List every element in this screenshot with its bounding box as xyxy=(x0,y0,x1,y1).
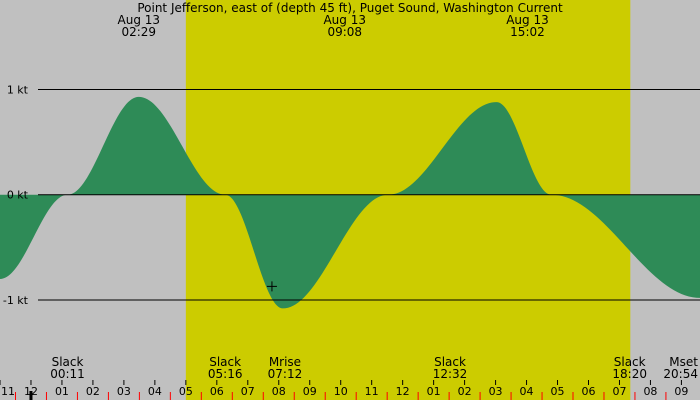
hour-tick-label-13: 12 xyxy=(396,385,410,398)
hour-tick-label-19: 06 xyxy=(581,385,595,398)
hour-tick-label-17: 04 xyxy=(520,385,534,398)
y-tick-label-0: 1 kt xyxy=(7,83,29,96)
event-name-4: Slack xyxy=(614,355,646,369)
event-name-2: Mrise xyxy=(269,355,301,369)
y-tick-label-1: 0 kt xyxy=(7,189,29,202)
event-time-1: 05:16 xyxy=(208,367,243,381)
hour-tick-label-16: 03 xyxy=(489,385,503,398)
event-name-1: Slack xyxy=(209,355,241,369)
hour-tick-label-5: 04 xyxy=(148,385,162,398)
extremum-date-2: Aug 13 xyxy=(506,13,549,27)
event-time-4: 18:20 xyxy=(612,367,647,381)
hour-tick-label-10: 09 xyxy=(303,385,317,398)
hour-tick-label-8: 07 xyxy=(241,385,255,398)
hour-tick-label-9: 08 xyxy=(272,385,286,398)
hour-tick-label-21: 08 xyxy=(643,385,657,398)
event-name-3: Slack xyxy=(434,355,466,369)
hour-tick-label-12: 11 xyxy=(365,385,379,398)
event-time-2: 07:12 xyxy=(268,367,303,381)
hour-tick-label-14: 01 xyxy=(427,385,441,398)
hour-tick-label-7: 06 xyxy=(210,385,224,398)
event-time-5: 20:54 xyxy=(663,367,698,381)
event-name-5: Mset xyxy=(669,355,698,369)
event-name-0: Slack xyxy=(52,355,84,369)
current-time-marker xyxy=(29,391,33,400)
event-time-0: 00:11 xyxy=(50,367,85,381)
ebb-area-0 xyxy=(0,96,700,309)
hour-tick-label-2: 01 xyxy=(55,385,69,398)
hour-tick-label-20: 07 xyxy=(612,385,626,398)
hour-tick-label-18: 05 xyxy=(551,385,565,398)
extremum-time-0: 02:29 xyxy=(121,25,156,39)
hour-tick-label-15: 02 xyxy=(458,385,472,398)
hour-tick-label-11: 10 xyxy=(334,385,348,398)
hour-tick-label-4: 03 xyxy=(117,385,131,398)
hour-tick-label-6: 05 xyxy=(179,385,193,398)
extremum-time-1: 09:08 xyxy=(327,25,362,39)
extremum-time-2: 15:02 xyxy=(510,25,545,39)
y-tick-label-2: -1 kt xyxy=(3,294,29,307)
hour-tick-label-3: 02 xyxy=(86,385,100,398)
extremum-date-0: Aug 13 xyxy=(118,13,161,27)
crosshair-cursor xyxy=(266,281,277,292)
chart-title: Point Jefferson, east of (depth 45 ft), … xyxy=(137,1,563,15)
hour-tick-label-22: 09 xyxy=(674,385,688,398)
hour-tick-label-0: 11 xyxy=(1,385,15,398)
extremum-date-1: Aug 13 xyxy=(323,13,366,27)
event-time-3: 12:32 xyxy=(433,367,468,381)
